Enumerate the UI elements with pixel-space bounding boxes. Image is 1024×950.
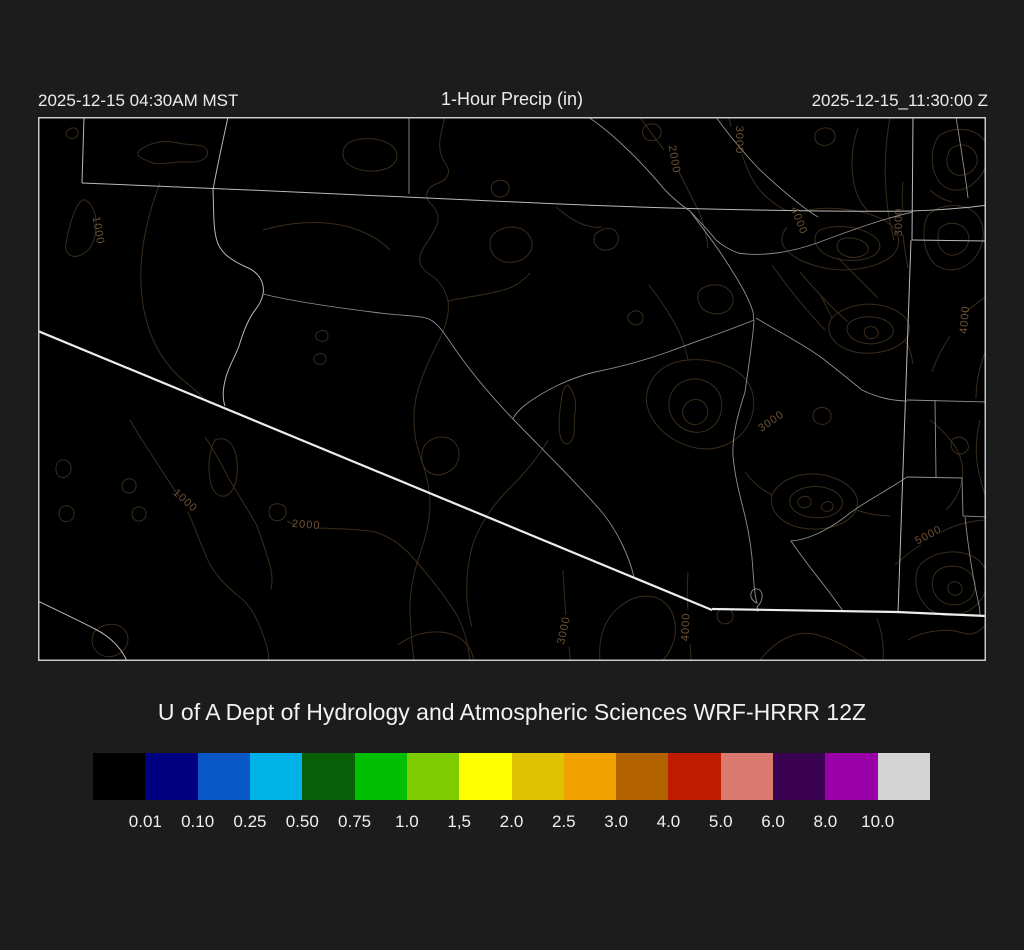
state-border (911, 117, 914, 241)
colorbar-tick-label: 8.0 (813, 812, 838, 831)
river-line (715, 117, 819, 218)
map-frame (38, 117, 986, 661)
contour-elevation-label: 3000 (555, 615, 573, 645)
contour-elevation-label: 3000 (893, 208, 905, 236)
county-line (906, 399, 986, 403)
contour-elevation-label: 4000 (680, 612, 693, 641)
colorbar-tick-label: 6.0 (761, 812, 785, 831)
colorbar-tick-label: 4.0 (656, 812, 681, 831)
state-border (911, 239, 986, 242)
colorbar-segment-10 (616, 753, 669, 800)
colorbar-segment-0 (93, 753, 146, 800)
precip-map: 1000 1000 2000 2000 3000 4000 3000 4000 3000 5000… (38, 117, 986, 661)
contour-elevation-label: 5000 (913, 523, 944, 547)
contour-elevation-label: 1000 (90, 215, 107, 245)
precip-map-panel: 1000 1000 2000 2000 3000 4000 3000 4000 3000 5000… (38, 117, 986, 661)
county-line (755, 317, 908, 402)
contour-elevation-label: 2000 (666, 144, 683, 174)
colorbar-tick-label: 3.0 (604, 812, 628, 831)
colorbar-tick-label: 0.25 (233, 812, 267, 831)
product-caption: U of A Dept of Hydrology and Atmospheric… (157, 699, 867, 725)
colorbar-segment-11 (668, 753, 721, 800)
county-line (512, 319, 755, 420)
contour-elevation-label: 4000 (958, 305, 972, 334)
contour-elevation-label: 4000 (788, 205, 810, 236)
colorbar-tick-label: 5.0 (708, 812, 733, 831)
colorbar-tick-label: 1.0 (395, 812, 419, 831)
state-border (897, 239, 912, 614)
river-line (732, 321, 763, 613)
colorbar-tick-label: 0.10 (181, 812, 215, 831)
colorbar-tick-label: 10.0 (861, 812, 895, 831)
colorbar-segment-13 (773, 753, 826, 800)
contour-elevation-label: 3000 (733, 126, 745, 154)
county-line (934, 399, 937, 478)
county-line (790, 476, 908, 612)
colorbar-segment-15 (877, 753, 930, 800)
map-borders (38, 117, 986, 661)
international-border (38, 329, 713, 612)
colorbar-tick-labels: 0.01 0.10 0.25 0.50 0.75 1.0 1,5 2.0 2.5 3.0 4.0 5.… (93, 812, 930, 838)
county-line (906, 476, 986, 518)
state-border (81, 182, 986, 212)
river-line (587, 117, 691, 212)
contour-elevation-label: 3000 (756, 408, 786, 434)
terrain-contours (55, 117, 986, 661)
colorbar-segment-2 (197, 753, 250, 800)
valid-time-utc: 2025-12-15_11:30:00 Z (811, 91, 988, 110)
colorbar-segment-3 (249, 753, 303, 800)
precip-colorbar (93, 753, 930, 800)
county-line (964, 516, 981, 617)
valid-time-local: 2025-12-15 04:30AM MST (38, 91, 239, 110)
colorbar-segment-6 (406, 753, 460, 800)
colorbar-tick-label: 0.50 (285, 812, 319, 831)
contour-elevation-label: 1000 (170, 487, 199, 515)
colorbar-segment-12 (720, 753, 774, 800)
map-title: 1-Hour Precip (in) (440, 89, 584, 109)
county-line (262, 293, 514, 420)
colorbar-tick-label: 2.0 (499, 812, 524, 831)
colorbar-tick-label: 0.75 (338, 812, 372, 831)
county-line (512, 418, 635, 578)
colorbar-tick-label: 2.5 (551, 812, 576, 831)
colorbar-segment-1 (145, 753, 198, 800)
contour-labels: 1000 1000 2000 2000 3000 4000 3000 4000 3000 5000… (90, 126, 973, 646)
coast-line (38, 600, 128, 661)
state-border (212, 117, 229, 191)
colorbar-segment-7 (459, 753, 512, 800)
colorbar-segment-4 (302, 753, 355, 800)
river-line (955, 117, 969, 199)
colorbar-tick-label: 1,5 (447, 812, 472, 831)
colorbar-segment-9 (563, 753, 617, 800)
international-border (711, 607, 986, 618)
county-line (689, 210, 755, 323)
state-border (212, 189, 264, 407)
state-border (81, 117, 85, 184)
colorbar-tick-label: 0.01 (128, 812, 162, 831)
river-line (689, 210, 914, 255)
colorbar-segment-14 (825, 753, 878, 800)
colorbar-segment-5 (354, 753, 407, 800)
contour-elevation-label: 2000 (292, 518, 321, 532)
colorbar-segment-8 (511, 753, 564, 800)
